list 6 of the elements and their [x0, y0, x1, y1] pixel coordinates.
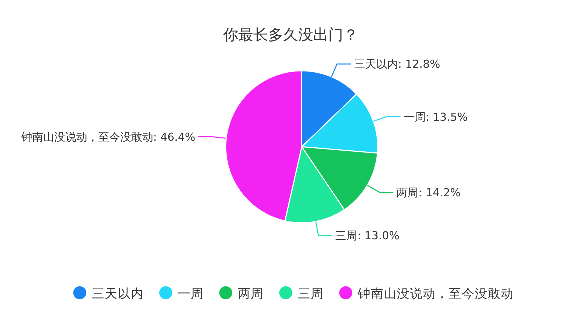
title: 你最长多久没出门？ — [224, 26, 358, 44]
legend-label: 一周 — [178, 286, 204, 301]
legend-label: 钟南山没说动，至今没敢动 — [357, 286, 514, 301]
legend-label: 三周 — [298, 286, 324, 301]
legend-label: 三天以内 — [92, 286, 144, 301]
legend-label: 两周 — [238, 286, 264, 301]
